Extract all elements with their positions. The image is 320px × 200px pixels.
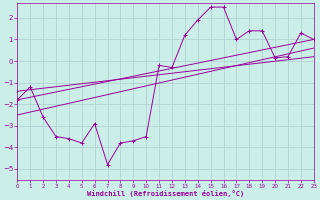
- X-axis label: Windchill (Refroidissement éolien,°C): Windchill (Refroidissement éolien,°C): [87, 190, 244, 197]
